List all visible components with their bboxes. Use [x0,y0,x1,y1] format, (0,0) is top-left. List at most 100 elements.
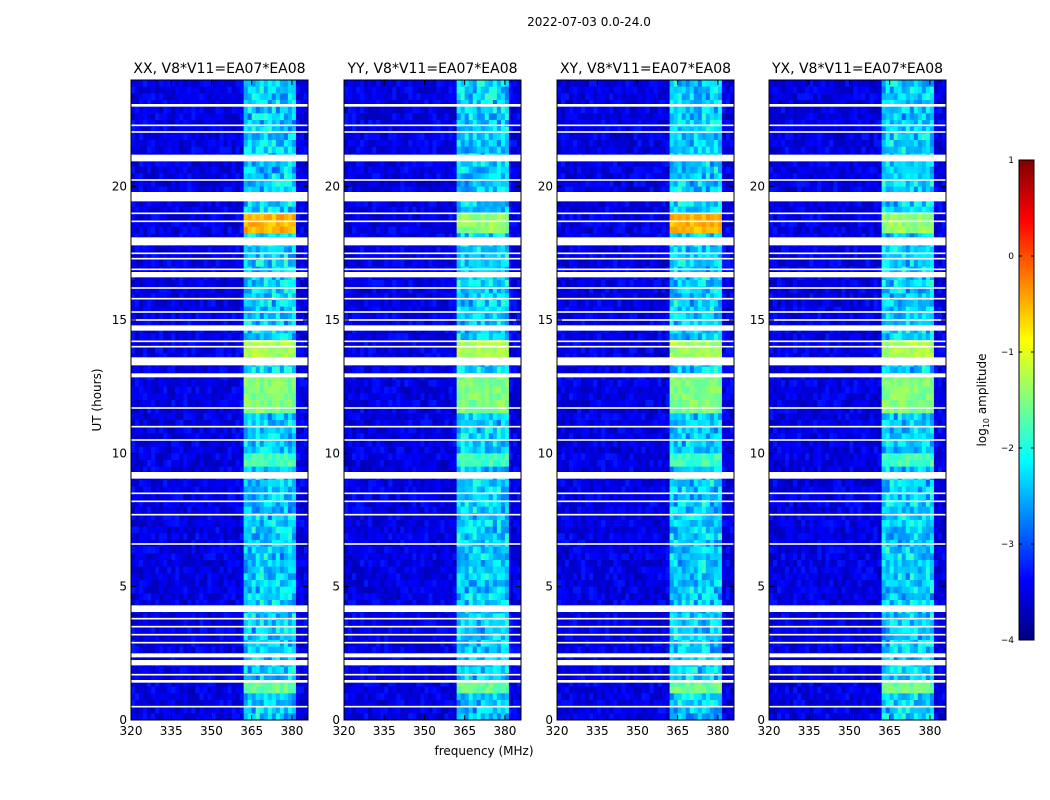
pixel [199,566,204,574]
pixel [179,173,184,181]
pixel [227,186,232,194]
pixel [239,346,245,354]
pixel [215,180,220,188]
pixel [299,426,305,434]
pixel [211,380,216,388]
pixel [231,533,236,541]
pixel [167,700,172,708]
pixel [139,586,144,594]
pixel [143,520,148,528]
pixel [267,693,273,701]
pixel [267,206,273,214]
pixel [376,86,381,94]
pixel [239,433,245,441]
pixel [191,213,196,221]
pixel [243,100,249,108]
pixel [151,93,156,101]
pixel [191,500,196,508]
pixel [151,180,156,188]
pixel [143,706,148,714]
pixel [235,200,241,208]
pixel [191,466,196,474]
pixel [255,493,261,501]
pixel [179,526,184,534]
pixel [279,533,285,541]
pixel [163,586,168,594]
pixel [291,560,297,568]
pixel [219,513,224,521]
pixel [179,600,184,608]
pixel [360,173,365,181]
pixel [187,120,192,128]
pixel [159,346,164,354]
pixel [239,286,245,294]
pixel [171,546,176,554]
pixel [404,126,409,134]
pixel [251,506,257,514]
pixel [283,520,289,528]
pixel [480,180,486,188]
pixel [480,173,486,181]
pixel [287,340,293,348]
pixel [131,93,136,101]
pixel [496,100,502,108]
pixel [271,320,277,328]
pixel [175,593,180,601]
pixel [167,593,172,601]
pixel [207,400,212,408]
pixel [243,406,249,414]
pixel [171,180,176,188]
pixel [384,133,389,141]
pixel [191,513,196,521]
pixel [516,93,521,101]
pixel [239,233,245,241]
pixel [151,580,156,588]
pixel [219,433,224,441]
pixel [183,573,188,581]
pixel [464,166,470,174]
pixel [255,386,261,394]
pixel [235,106,241,114]
pixel [263,213,269,221]
pixel [283,506,289,514]
pixel [408,120,413,128]
pixel [207,520,212,528]
pixel [480,120,486,128]
pixel [151,513,156,521]
pixel [187,80,192,88]
pixel [235,180,241,188]
pixel [295,393,301,401]
pixel [235,573,241,581]
pixel [283,340,289,348]
pixel [476,86,482,94]
pixel [412,173,417,181]
pixel [271,233,277,241]
pixel [131,626,136,634]
pixel [279,293,285,301]
pixel [207,706,212,714]
pixel [135,553,140,561]
pixel [215,393,220,401]
pixel [211,393,216,401]
pixel [155,160,160,168]
pixel [163,286,168,294]
pixel [480,80,486,88]
pixel [159,666,164,674]
pixel [179,300,184,308]
pixel [163,220,168,228]
pixel [215,406,220,414]
pixel [251,260,257,268]
pixel [275,553,281,561]
pixel [231,173,236,181]
pixel [163,146,168,154]
pixel [247,446,253,454]
pixel [223,260,228,268]
pixel [408,166,413,174]
pixel [219,340,224,348]
pixel [239,600,245,608]
pixel [147,580,152,588]
pixel [247,333,253,341]
pixel [147,493,152,501]
pixel [167,480,172,488]
pixel [163,386,168,394]
